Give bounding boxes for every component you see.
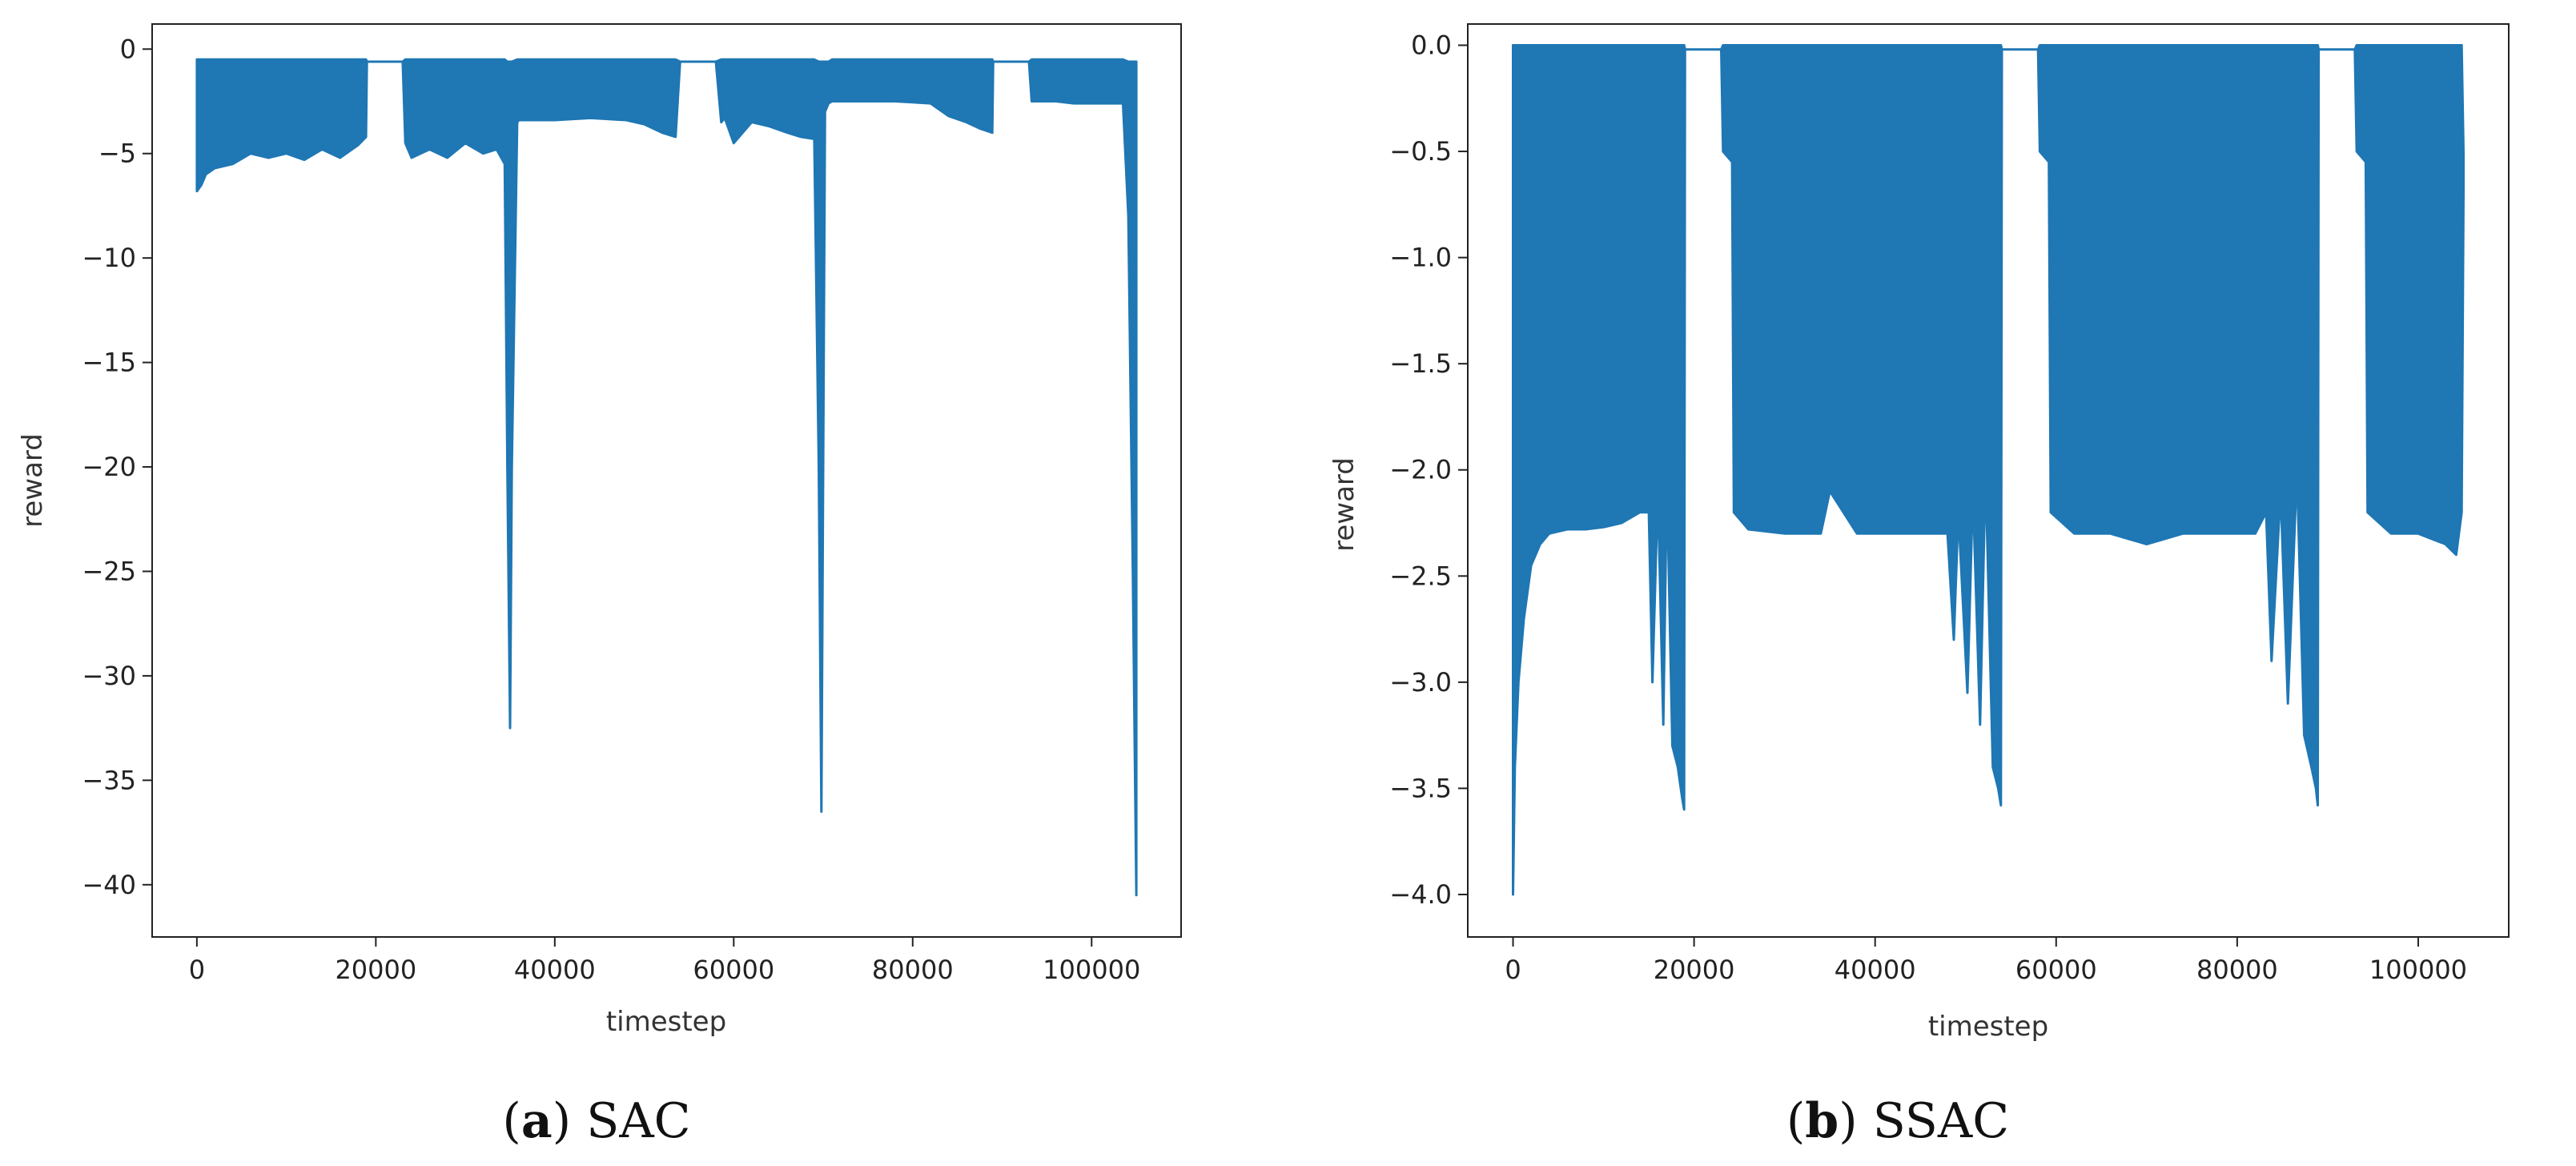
y-tick-label-sac: −40 (82, 870, 136, 900)
y-tick-label-ssac: −2.5 (1389, 561, 1452, 591)
y-tick-label-ssac: −1.5 (1389, 348, 1452, 379)
y-ticks-ssac: 0.0 −0.5 −1.0 −1.5 −2.0 −2.5 −3.0 −3.5 −4.0 (1389, 30, 1468, 910)
x-axis-label-ssac: timestep (1928, 1011, 2048, 1043)
y-tick-label-ssac: −2.0 (1389, 455, 1452, 485)
x-tick-label-ssac: 40000 (1835, 955, 1916, 985)
x-tick-label-sac: 20000 (335, 955, 416, 985)
y-axis-label-ssac: reward (1328, 457, 1360, 552)
reward-series-sac (195, 58, 1138, 897)
x-axis-label-sac: timestep (606, 1006, 726, 1038)
y-tick-label-sac: 0 (120, 34, 136, 64)
y-tick-label-ssac: −3.5 (1389, 773, 1452, 803)
y-ticks-sac: 0 −5 −10 −15 −20 −25 −30 −35 −40 (82, 34, 152, 900)
x-tick-label-sac: 60000 (693, 955, 774, 985)
y-tick-label-sac: −30 (82, 661, 136, 691)
x-tick-label-sac: 40000 (514, 955, 596, 985)
y-tick-label-sac: −20 (82, 452, 136, 482)
y-tick-label-sac: −25 (82, 556, 136, 586)
panel-ssac: 0 20000 40000 60000 80000 100000 0.0 −0.5 −1.0 −… (1328, 23, 2510, 1149)
y-tick-label-ssac: −3.0 (1389, 667, 1452, 698)
y-tick-label-ssac: 0.0 (1411, 30, 1452, 61)
y-tick-label-sac: −5 (98, 139, 136, 169)
x-ticks-sac: 0 20000 40000 60000 80000 100000 (189, 937, 1140, 985)
plot-frame-sac (151, 23, 1182, 938)
y-tick-label-ssac: −0.5 (1389, 136, 1452, 167)
panel-sac: 0 20000 40000 60000 80000 100000 0 −5 −10 −15 −20… (17, 23, 1182, 1149)
x-ticks-ssac: 0 20000 40000 60000 80000 100000 (1505, 937, 2467, 985)
y-tick-label-ssac: −1.0 (1389, 243, 1452, 273)
x-tick-label-ssac: 100000 (2369, 955, 2467, 985)
reward-band-sac-0 (195, 58, 1138, 897)
x-tick-label-ssac: 20000 (1654, 955, 1735, 985)
y-axis-label-sac: reward (17, 433, 49, 528)
y-tick-label-sac: −35 (82, 765, 136, 795)
x-tick-label-ssac: 80000 (2196, 955, 2278, 985)
caption-sac: (a) SAC (502, 1093, 690, 1149)
x-tick-label-sac: 80000 (872, 955, 954, 985)
reward-series-ssac (1512, 44, 2465, 896)
x-tick-label-sac: 0 (189, 955, 205, 985)
y-tick-label-sac: −15 (82, 348, 136, 378)
x-tick-label-ssac: 60000 (2015, 955, 2097, 985)
x-tick-label-ssac: 0 (1505, 955, 1521, 985)
x-tick-label-sac: 100000 (1043, 955, 1140, 985)
plot-frame-ssac (1467, 23, 2510, 938)
caption-ssac: (b) SSAC (1786, 1093, 2009, 1149)
y-tick-label-ssac: −4.0 (1389, 879, 1452, 910)
reward-band-ssac-0 (1512, 44, 2465, 896)
y-tick-label-sac: −10 (82, 243, 136, 273)
